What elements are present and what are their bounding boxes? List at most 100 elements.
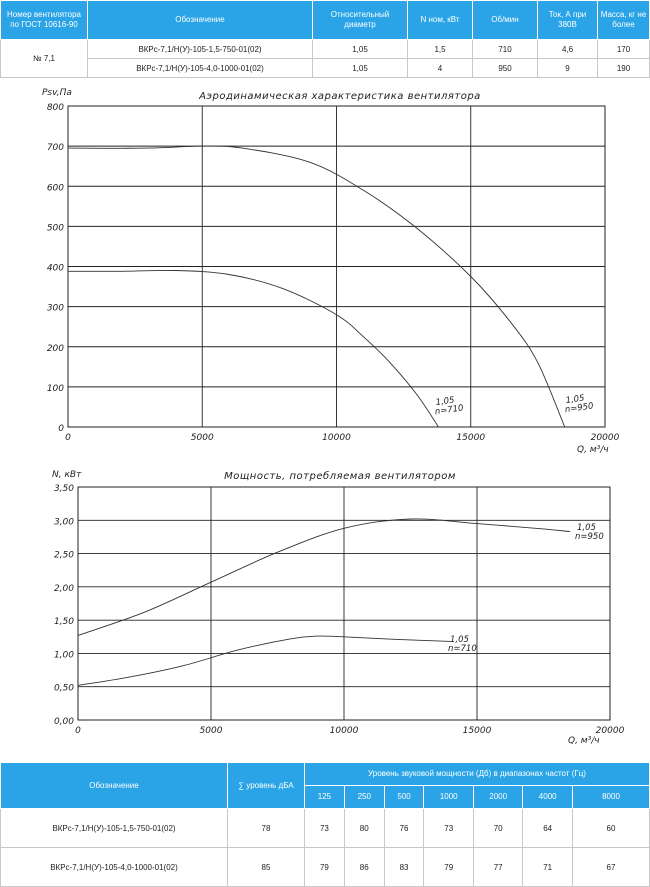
spec-header-row: Номер вентилятора по ГОСТ 10616-90 Обозн… [0, 0, 650, 40]
band-header: 2000 [472, 785, 524, 809]
y-tick-label: 1,50 [54, 617, 74, 627]
rpm-cell: 950 [472, 58, 538, 78]
diameter-cell: 1,05 [312, 58, 408, 78]
band-value-cell: 77 [472, 847, 524, 887]
band-value-cell: 71 [522, 847, 573, 887]
series-line [77, 518, 571, 636]
x-axis-label: Q, м³/ч [577, 445, 609, 455]
y-axis-label: Psv,Па [42, 88, 72, 98]
diameter-cell: 1,05 [312, 39, 408, 59]
series-label: 1,05 [577, 523, 596, 533]
table-row: ВКРс-7,1/Н(У)-105-4,0-1000-01(02) 1,05 4… [1, 58, 650, 78]
fan-spec-table: Номер вентилятора по ГОСТ 10616-90 Обозн… [0, 0, 650, 78]
band-header: 4000 [522, 785, 573, 809]
header-designation: Обозначение [0, 762, 228, 809]
table-row: ВКРс-7,1/Н(У)-105-4,0-1000-01(02) 85 79 … [0, 847, 650, 887]
y-tick-label: 300 [47, 304, 64, 314]
chart-title: Аэродинамическая характеристика вентилят… [198, 91, 481, 102]
y-tick-label: 0,00 [54, 717, 74, 727]
x-tick-label: 20000 [596, 726, 625, 736]
x-tick-label: 20000 [591, 433, 620, 443]
header-power: N ном, кВт [407, 0, 473, 40]
band-value-cell: 79 [304, 847, 345, 887]
y-tick-label: 1,00 [54, 650, 74, 660]
series-label: 1,05 [565, 393, 585, 406]
x-tick-label: 10000 [322, 433, 351, 443]
header-mass: Масса, кг не более [597, 0, 650, 40]
band-value-cell: 60 [572, 808, 650, 848]
current-cell: 4,6 [537, 39, 598, 59]
header-rpm: Об/мин [472, 0, 538, 40]
y-axis-label: N, кВт [52, 470, 82, 480]
y-tick-label: 2,00 [54, 584, 74, 594]
x-tick-label: 0 [65, 433, 71, 443]
band-header: 500 [383, 785, 425, 809]
y-tick-label: 600 [47, 183, 64, 193]
band-value-cell: 76 [383, 808, 425, 848]
noise-header-row: Обозначение ∑ уровень дБА Уровень звуков… [0, 762, 650, 809]
band-value-cell: 67 [572, 847, 650, 887]
y-tick-label: 400 [47, 264, 64, 274]
noise-table: Обозначение ∑ уровень дБА Уровень звуков… [0, 762, 650, 887]
y-tick-label: 700 [47, 143, 64, 153]
y-tick-label: 100 [47, 384, 64, 394]
fan-number-cell: № 7,1 [0, 39, 88, 78]
series-line [67, 145, 566, 428]
power-chart: 0 5000 10000 15000 20000 0,00 0,50 1,00 1,50 2,00… [52, 470, 625, 746]
header-bands: Уровень звуковой мощности (Дб) в диапазо… [304, 762, 650, 786]
header-current: Ток, А при 380В [537, 0, 598, 40]
designation-cell: ВКРс-7,1/Н(У)-105-4,0-1000-01(02) [87, 58, 313, 78]
series-label: n=710 [448, 644, 477, 654]
table-row: № 7,1 ВКРс-7,1/Н(У)-105-1,5-750-01(02) 1… [0, 39, 650, 78]
band-value-cell: 73 [423, 808, 474, 848]
designation-cell: ВКРс-7,1/Н(У)-105-4,0-1000-01(02) [0, 847, 228, 887]
table-row: ВКРс-7,1/Н(У)-105-1,5-750-01(02) 78 73 8… [0, 808, 650, 848]
mass-cell: 190 [597, 58, 650, 78]
x-tick-label: 15000 [463, 726, 492, 736]
x-axis-label: Q, м³/ч [568, 736, 600, 746]
header-designation: Обозначение [87, 0, 313, 40]
band-value-cell: 80 [343, 808, 385, 848]
y-tick-label: 3,00 [54, 517, 74, 527]
chart-title: Мощность, потребляемая вентилятором [224, 470, 456, 482]
current-cell: 9 [537, 58, 598, 78]
band-value-cell: 73 [304, 808, 345, 848]
x-tick-label: 0 [75, 726, 81, 736]
header-sound-level: ∑ уровень дБА [227, 762, 305, 809]
y-tick-label: 800 [47, 103, 64, 113]
y-tick-label: 200 [47, 344, 64, 354]
series-label: 1,05 [450, 635, 469, 645]
band-value-cell: 64 [522, 808, 573, 848]
series-label: n=710 [434, 403, 464, 417]
y-tick-label: 0 [58, 424, 64, 434]
band-header: 1000 [423, 785, 474, 809]
series-label: n=950 [575, 532, 604, 542]
sound-level-cell: 85 [227, 847, 305, 887]
mass-cell: 170 [597, 39, 650, 59]
band-value-cell: 83 [383, 847, 425, 887]
power-cell: 1,5 [407, 39, 473, 59]
y-tick-label: 2,50 [54, 551, 74, 561]
series-line [77, 635, 451, 686]
designation-cell: ВКРс-7,1/Н(У)-105-1,5-750-01(02) [0, 808, 228, 848]
x-tick-label: 5000 [200, 726, 223, 736]
band-value-cell: 79 [423, 847, 474, 887]
y-tick-label: 3,50 [54, 484, 74, 494]
x-tick-label: 10000 [330, 726, 359, 736]
aerodynamic-chart: 0 5000 10000 15000 20000 0 100 200 300 400 500 600 7… [42, 88, 620, 455]
header-fan-number: Номер вентилятора по ГОСТ 10616-90 [0, 0, 88, 40]
power-cell: 4 [407, 58, 473, 78]
series-label: n=950 [564, 401, 594, 415]
band-header: 8000 [572, 785, 650, 809]
rpm-cell: 710 [472, 39, 538, 59]
band-value-cell: 70 [472, 808, 524, 848]
series-line [67, 269, 439, 428]
sound-level-cell: 78 [227, 808, 305, 848]
band-value-cell: 86 [343, 847, 385, 887]
band-header: 125 [304, 785, 345, 809]
y-tick-label: 0,50 [54, 684, 74, 694]
band-header: 250 [343, 785, 385, 809]
y-tick-label: 500 [47, 223, 64, 233]
header-diameter: Относительный диаметр [312, 0, 408, 40]
designation-cell: ВКРс-7,1/Н(У)-105-1,5-750-01(02) [87, 39, 313, 59]
